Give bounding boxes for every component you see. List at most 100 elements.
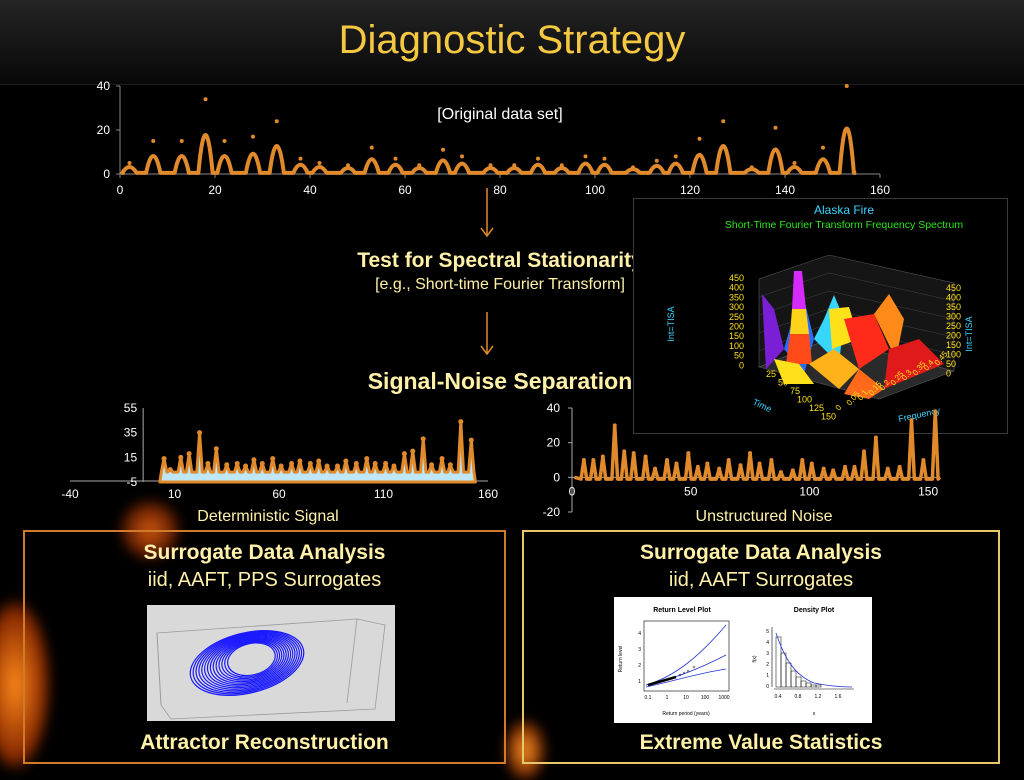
density-y-tick-label: 1	[766, 673, 769, 679]
density-title: Density Plot	[794, 607, 835, 614]
return-level-x-label: Return period (years)	[662, 711, 710, 717]
attractor-ring	[224, 641, 278, 678]
original-data-point	[821, 145, 825, 150]
stft-z-tick-label: 150	[946, 340, 961, 350]
noise-data-point	[933, 409, 938, 414]
noise-x-tick-label: 50	[684, 484, 698, 498]
stft-spectrum-inset: Alaska Fire Short-Time Fourier Transform…	[633, 198, 1008, 434]
attractor-ring	[212, 637, 287, 684]
noise-data-point	[897, 464, 902, 469]
deterministic-data-point	[343, 458, 349, 464]
original-x-tick-label: 80	[493, 183, 507, 197]
return-level-y-tick-label: 2	[638, 663, 641, 669]
noise-data-point	[831, 468, 836, 473]
stft-z-tick-label: 150	[729, 331, 744, 341]
original-data-point	[488, 163, 493, 168]
density-x-label: x	[813, 711, 816, 717]
original-series-line	[120, 126, 857, 175]
noise-data-point	[717, 466, 722, 471]
original-x-tick-label: 120	[680, 183, 700, 197]
noise-data-point	[643, 454, 648, 459]
deterministic-data-point	[468, 437, 474, 443]
noise-data-point	[769, 458, 774, 462]
deterministic-data-point	[270, 456, 276, 462]
noise-series-line	[573, 409, 942, 481]
deterministic-data-point	[335, 463, 341, 469]
noise-data-point	[790, 468, 795, 473]
stft-z-tick-label: 300	[946, 312, 961, 322]
original-y-tick-label: 40	[97, 79, 111, 93]
attractor-trajectory	[189, 630, 305, 696]
deterministic-data-point	[439, 456, 445, 462]
density-x-ticks: 0.4 0.8 1.2 1.6	[775, 694, 842, 700]
original-data-point	[298, 156, 303, 161]
noise-data-point	[612, 423, 617, 428]
stft-z-tick-label: 450	[946, 283, 961, 293]
noise-data-point	[852, 464, 857, 469]
spectral-stationarity-heading: Test for Spectral Stationarity	[357, 249, 643, 272]
return-level-x-tick-label: 0.1	[645, 695, 652, 701]
deterministic-y-tick-label: -5	[126, 475, 137, 489]
unstructured-noise-chart: -20 0 20 40 0 50 100 150 Unstructured Noise	[543, 401, 942, 525]
original-data-point	[346, 163, 350, 168]
slide-title: Diagnostic Strategy	[338, 18, 686, 62]
down-arrow	[480, 188, 494, 238]
noise-data-point	[695, 464, 700, 469]
noise-data-point	[591, 458, 596, 462]
deterministic-data-point	[224, 462, 230, 468]
noise-data-point	[757, 461, 762, 466]
original-data-point	[583, 154, 588, 159]
stft-time-tick-label: 125	[809, 403, 824, 413]
attractor-ring	[198, 632, 298, 692]
stft-title: Alaska Fire	[814, 203, 874, 217]
stft-surface	[762, 271, 944, 399]
deterministic-x-tick-label: 160	[478, 487, 498, 501]
attractor-ring	[227, 642, 276, 677]
deterministic-data-point	[278, 463, 284, 469]
original-data-point	[631, 165, 635, 170]
deterministic-data-point	[447, 462, 453, 468]
deterministic-signal-area	[158, 420, 477, 484]
stft-z-label-left: Int=TISA	[666, 306, 676, 341]
noise-x-tick-label: 100	[799, 484, 819, 498]
density-y-tick-label: 0	[766, 684, 769, 690]
extreme-value-panel-title: Surrogate Data Analysis	[640, 541, 882, 564]
density-x-tick-label: 1.2	[815, 694, 822, 700]
stft-z-tick-label: 400	[729, 283, 744, 293]
original-data-point	[773, 125, 778, 130]
original-data-point	[274, 119, 279, 124]
stft-z-tick-label: 350	[946, 302, 961, 312]
stft-surface-plot: Alaska Fire Short-Time Fourier Transform…	[666, 203, 974, 424]
original-data-point	[317, 161, 322, 165]
stft-z-tick-label: 250	[946, 321, 961, 331]
attractor-ring	[215, 638, 285, 683]
density-y-tick-label: 2	[766, 662, 769, 668]
return-level-x-tick-label: 1	[666, 695, 669, 701]
deterministic-data-point	[458, 419, 464, 425]
deterministic-data-point	[372, 461, 378, 466]
noise-y-tick-label: -20	[543, 505, 561, 519]
deterministic-data-point	[353, 461, 359, 466]
deterministic-x-tick-label: 10	[168, 487, 182, 501]
deterministic-data-point	[167, 467, 173, 473]
attractor-image	[147, 605, 395, 721]
stft-time-tick-label: 75	[790, 386, 800, 396]
deterministic-data-point	[297, 458, 303, 464]
noise-data-point	[873, 435, 878, 440]
noise-data-point	[885, 466, 890, 471]
deterministic-data-point	[289, 461, 295, 466]
return-level-x-ticks: 0.1 1 10 100 1000	[645, 695, 730, 701]
attractor-panel-title: Surrogate Data Analysis	[143, 541, 386, 564]
density-x-tick-label: 1.6	[835, 694, 842, 700]
density-y-tick-label: 3	[766, 651, 769, 657]
original-data-point	[460, 154, 464, 159]
original-data-point	[536, 156, 540, 161]
original-x-tick-label: 160	[870, 183, 890, 197]
deterministic-x-tick-label: 110	[374, 487, 393, 501]
down-arrow	[480, 312, 494, 356]
attractor-ring	[218, 639, 283, 681]
deterministic-data-point	[197, 430, 203, 436]
